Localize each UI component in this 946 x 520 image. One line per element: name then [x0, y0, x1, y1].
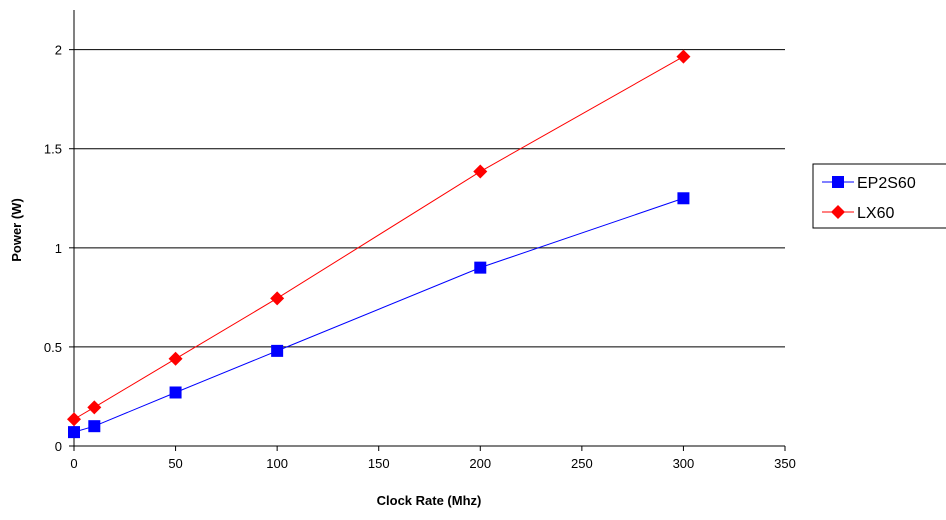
legend-marker-lx60 — [831, 205, 845, 219]
legend-label-lx60: LX60 — [857, 205, 894, 222]
data-point-lx60-0 — [67, 412, 81, 427]
series-ep2s60 — [68, 192, 690, 439]
x-tick-label-6: 300 — [673, 456, 695, 471]
data-point-lx60-5 — [676, 49, 691, 64]
tick-labels: 0 0.5 1 1.5 2 0 50 100 150 200 250 300 350 — [44, 43, 796, 471]
axes — [69, 10, 786, 451]
series-line-ep2s60 — [73, 197, 684, 433]
x-tick-label-5: 250 — [571, 456, 593, 471]
data-point-ep2s60-2 — [169, 386, 182, 399]
x-tick-label-1: 50 — [168, 456, 182, 471]
y-tick-label-3: 1.5 — [44, 142, 62, 157]
y-tick-label-4: 2 — [55, 43, 62, 58]
data-point-lx60-3 — [270, 291, 285, 306]
x-axis-title: Clock Rate (Mhz) — [377, 493, 482, 508]
x-tick-label-2: 100 — [266, 456, 288, 471]
data-point-lx60-4 — [473, 164, 488, 179]
x-tick-label-3: 150 — [368, 456, 390, 471]
y-tick-label-0: 0 — [55, 439, 62, 454]
data-point-lx60-1 — [87, 400, 102, 415]
legend-item-lx60: LX60 — [822, 205, 894, 222]
series-line-lx60 — [73, 56, 684, 420]
data-point-ep2s60-4 — [474, 261, 487, 274]
gridlines — [74, 49, 785, 348]
legend-marker-ep2s60 — [832, 176, 844, 188]
series-lx60 — [67, 49, 691, 427]
legend-box — [812, 163, 946, 229]
x-tick-label-0: 0 — [70, 456, 77, 471]
legend: EP2S60 LX60 — [812, 163, 946, 229]
data-point-ep2s60-3 — [271, 344, 284, 357]
y-tick-label-2: 1 — [55, 241, 62, 256]
data-point-ep2s60-1 — [88, 420, 101, 433]
y-tick-label-1: 0.5 — [44, 340, 62, 355]
data-point-lx60-2 — [168, 351, 183, 366]
data-point-ep2s60-0 — [68, 426, 80, 439]
legend-item-ep2s60: EP2S60 — [822, 175, 916, 192]
y-axis-title: Power (W) — [9, 198, 24, 262]
series-layer — [67, 49, 691, 439]
legend-label-ep2s60: EP2S60 — [857, 175, 916, 192]
x-tick-label-7: 350 — [774, 456, 796, 471]
data-point-ep2s60-5 — [677, 192, 690, 205]
x-tick-label-4: 200 — [469, 456, 491, 471]
